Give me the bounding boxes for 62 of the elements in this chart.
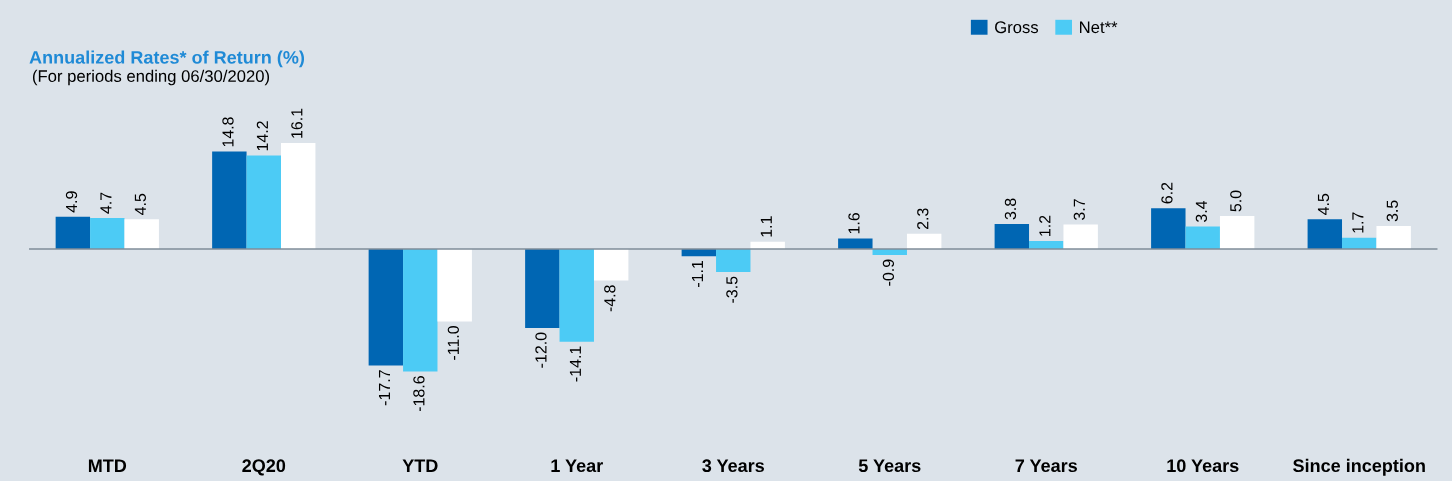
data-label: -1.1	[691, 260, 703, 287]
chart-title: Annualized Rates* of Return (%)	[29, 50, 305, 68]
bar	[525, 248, 560, 328]
x-tick-label: 5 Years	[858, 459, 921, 473]
bar	[716, 248, 751, 273]
bar	[1185, 226, 1220, 249]
data-label: 1.1	[760, 216, 772, 237]
bar	[1376, 225, 1411, 249]
data-label: 16.1	[291, 108, 303, 138]
data-label: 14.8	[222, 117, 234, 147]
bar	[593, 248, 629, 281]
data-label: -18.6	[413, 376, 425, 412]
bar	[368, 248, 404, 366]
x-tick-label: Since inception	[1293, 458, 1425, 476]
bar	[403, 248, 438, 372]
data-label: 6.2	[1161, 182, 1173, 204]
bar	[1063, 224, 1098, 249]
data-label: 5.0	[1230, 190, 1242, 212]
data-label: -11.0	[447, 325, 459, 360]
data-label: 2.3	[917, 208, 929, 230]
data-label: -17.7	[378, 370, 390, 406]
data-label: 14.2	[256, 121, 268, 151]
bar	[1151, 208, 1186, 249]
x-tick-label: 2Q20	[242, 459, 286, 476]
bar	[55, 216, 91, 249]
data-label: -14.1	[569, 346, 581, 382]
x-tick-label: 3 Years	[702, 459, 764, 473]
data-label: -0.9	[882, 259, 895, 286]
data-label: 4.9	[65, 191, 78, 213]
bar	[212, 151, 247, 249]
data-label: 3.4	[1195, 200, 1208, 223]
bar	[906, 233, 942, 249]
bar	[559, 248, 594, 342]
chart-subtitle: (For periods ending 06/30/2020)	[32, 69, 270, 86]
x-tick-label: 1 Year	[551, 459, 603, 473]
bar	[1219, 216, 1255, 249]
data-label: 1.7	[1352, 212, 1364, 233]
x-tick-label: MTD	[88, 459, 127, 472]
bar	[1307, 219, 1343, 249]
data-label: 1.6	[848, 212, 860, 234]
data-label: 4.5	[134, 193, 146, 216]
bar	[994, 223, 1030, 249]
bar	[124, 219, 159, 249]
bar	[838, 238, 873, 249]
x-tick-label: 7 Years	[1015, 459, 1077, 473]
data-label: -3.5	[726, 276, 738, 303]
bar	[246, 155, 281, 249]
data-label: 1.2	[1039, 215, 1051, 236]
data-label: 3.5	[1386, 200, 1398, 222]
bar	[280, 142, 316, 249]
data-label: 3.8	[1004, 198, 1017, 220]
bar	[90, 218, 125, 249]
bar	[437, 248, 472, 322]
data-label: -12.0	[535, 332, 547, 368]
data-label: 4.5	[1317, 193, 1330, 216]
legend-label: Net**	[1080, 21, 1118, 34]
data-label: 4.7	[100, 192, 112, 214]
data-label: -4.8	[604, 285, 616, 312]
legend-label: Gross	[995, 21, 1039, 34]
data-label: 3.7	[1073, 199, 1085, 221]
x-tick-label: YTD	[402, 459, 438, 472]
x-tick-label: 10 Years	[1167, 459, 1239, 473]
